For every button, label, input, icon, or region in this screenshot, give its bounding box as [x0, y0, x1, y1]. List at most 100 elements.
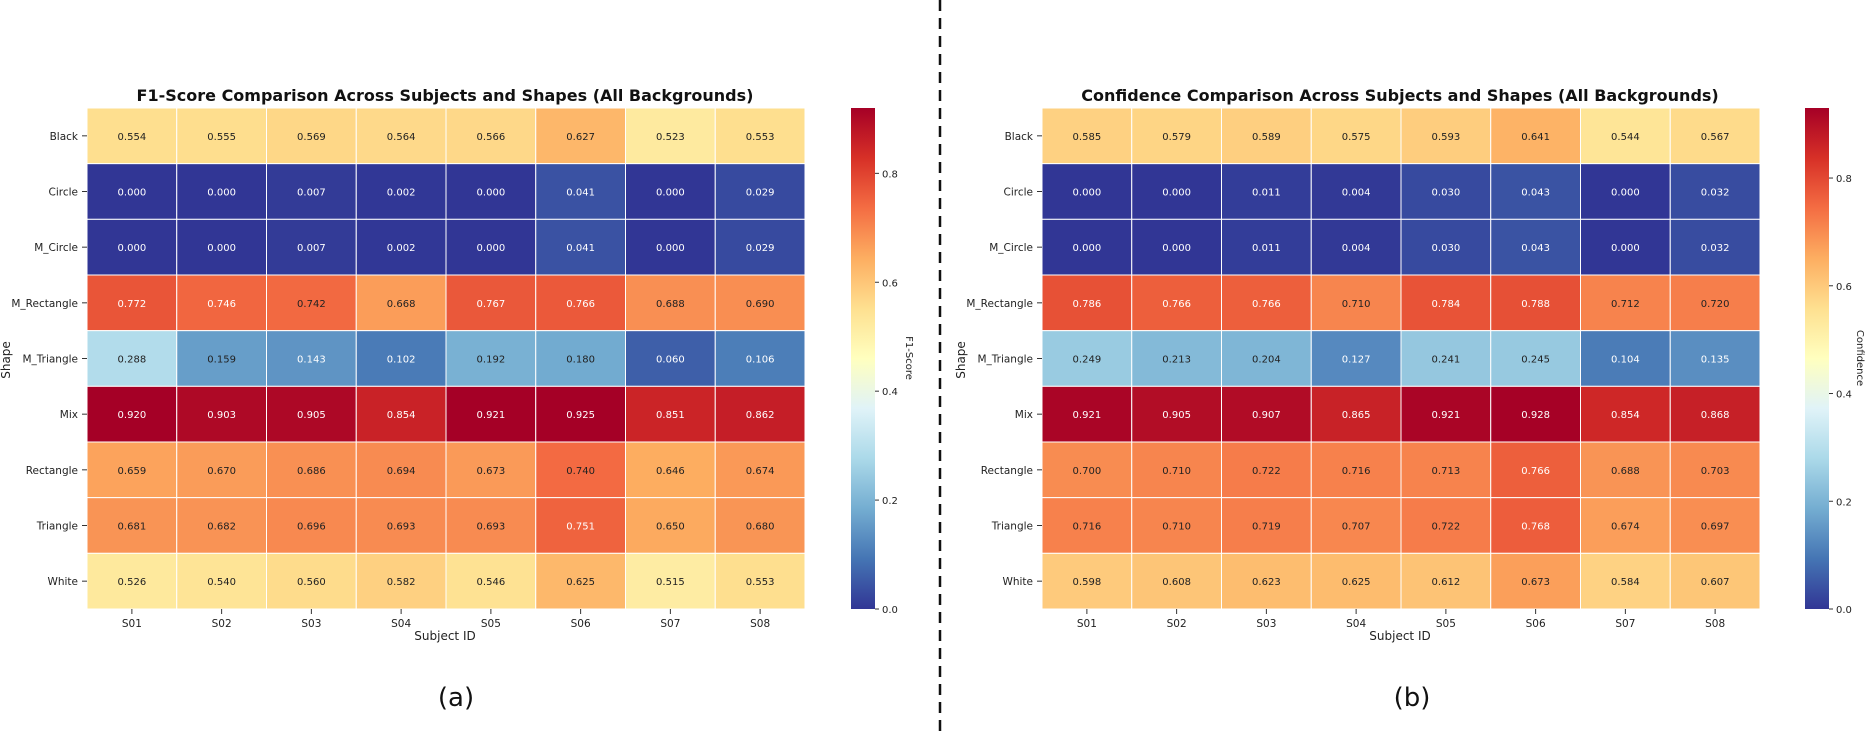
- cell-value-label: 0.674: [1611, 522, 1640, 533]
- cell-value-label: 0.000: [118, 188, 147, 199]
- cell-value-label: 0.004: [1342, 188, 1371, 199]
- cell-value-label: 0.921: [1432, 410, 1461, 421]
- heatmap-cell: [1221, 274, 1312, 332]
- heatmap-cell: [1400, 330, 1492, 387]
- cell-value-label: 0.625: [566, 577, 595, 588]
- heatmap-cell: [1490, 441, 1581, 499]
- heatmap-cell: [625, 552, 716, 610]
- heatmap-cell: [86, 497, 178, 554]
- y-tick-label: Rectangle: [26, 465, 78, 477]
- cell-value-label: 0.905: [297, 410, 326, 421]
- heatmap-cell: [1041, 274, 1133, 332]
- heatmap-cell: [445, 552, 537, 610]
- panel-label: (a): [438, 683, 474, 713]
- cell-value-label: 0.697: [1701, 522, 1730, 533]
- cell-value-label: 0.862: [746, 410, 775, 421]
- cell-value-label: 0.788: [1521, 299, 1550, 310]
- cell-value-label: 0.567: [1701, 132, 1730, 143]
- heatmap-cell: [1490, 163, 1581, 220]
- cell-value-label: 0.784: [1432, 299, 1461, 310]
- heatmap-cell: [1669, 274, 1761, 332]
- heatmap-cell: [1580, 385, 1671, 443]
- heatmap-cell: [1221, 441, 1312, 499]
- cell-value-label: 0.720: [1701, 299, 1730, 310]
- heatmap-cell: [1041, 441, 1133, 499]
- cell-value-label: 0.569: [297, 132, 326, 143]
- x-tick-label: S07: [660, 618, 680, 630]
- y-tick-labels: Black Circle M_Circle M_Rectangle M_Triangle…: [11, 131, 87, 588]
- colorbar-tick-label: 0.8: [1836, 174, 1852, 185]
- heatmap-cell: [266, 218, 357, 276]
- heatmap-cell: [714, 107, 806, 165]
- cell-value-label: 0.000: [1073, 188, 1102, 199]
- heatmap-cell: [445, 274, 537, 332]
- colorbar-tick-label: 0.8: [882, 169, 898, 180]
- cell-value-label: 0.007: [297, 243, 326, 254]
- heatmap-cell: [714, 274, 806, 332]
- cell-value-label: 0.786: [1073, 299, 1102, 310]
- heatmap-cell: [535, 330, 626, 387]
- cell-value-label: 0.646: [656, 466, 685, 477]
- cell-value-label: 0.554: [118, 132, 147, 143]
- x-tick-label: S05: [481, 618, 501, 630]
- cell-value-label: 0.623: [1252, 577, 1281, 588]
- cell-value-label: 0.693: [387, 522, 416, 533]
- heatmap-cell: [1041, 385, 1133, 443]
- heatmap-cell: [176, 218, 267, 276]
- cell-value-label: 0.159: [207, 355, 236, 366]
- y-tick-label: M_Rectangle: [11, 298, 78, 310]
- heatmap-cell: [1310, 552, 1402, 610]
- heatmap-cell: [1131, 552, 1222, 610]
- y-tick-label: M_Circle: [34, 242, 78, 254]
- y-tick-label: Triangle: [36, 521, 78, 533]
- cell-value-label: 0.593: [1432, 132, 1461, 143]
- cell-value-label: 0.670: [207, 466, 236, 477]
- heatmap-cell: [1669, 552, 1761, 610]
- y-tick-label: M_Circle: [989, 242, 1033, 254]
- cell-value-label: 0.921: [1073, 410, 1102, 421]
- heatmap-cell: [535, 552, 626, 610]
- y-tick-label: Triangle: [991, 521, 1033, 533]
- cell-value-label: 0.553: [746, 577, 775, 588]
- cell-value-label: 0.688: [656, 299, 685, 310]
- x-tick-label: S06: [1526, 618, 1546, 630]
- cell-value-label: 0.710: [1162, 466, 1191, 477]
- cell-value-label: 0.854: [1611, 410, 1640, 421]
- cell-value-label: 0.575: [1342, 132, 1371, 143]
- y-tick-label: White: [47, 576, 78, 588]
- heatmap-cell: [714, 385, 806, 443]
- heatmap-cell: [1041, 552, 1133, 610]
- cell-value-label: 0.245: [1521, 355, 1550, 366]
- y-axis-label: Shape: [0, 341, 13, 379]
- cell-value-label: 0.102: [387, 355, 416, 366]
- heatmap-cell: [1221, 552, 1312, 610]
- heatmap-cell: [445, 441, 537, 499]
- cell-value-label: 0.680: [746, 522, 775, 533]
- x-tick-label: S04: [1346, 618, 1366, 630]
- colorbar-tick-label: 0.0: [882, 605, 898, 616]
- heatmap-cell: [1221, 330, 1312, 387]
- cell-value-label: 0.766: [1162, 299, 1191, 310]
- x-tick-label: S03: [1256, 618, 1276, 630]
- cell-value-label: 0.921: [477, 410, 506, 421]
- heatmap-cell: [176, 274, 267, 332]
- heatmap-cell: [266, 274, 357, 332]
- cell-value-label: 0.000: [118, 243, 147, 254]
- x-tick-label: S06: [571, 618, 591, 630]
- x-axis-label: Subject ID: [414, 629, 475, 643]
- cell-value-label: 0.060: [656, 355, 685, 366]
- colorbar-tick-label: 0.4: [882, 387, 898, 398]
- cell-value-label: 0.740: [566, 466, 595, 477]
- cell-value-label: 0.694: [387, 466, 416, 477]
- heatmap-cell: [1310, 441, 1402, 499]
- cell-value-label: 0.000: [1162, 188, 1191, 199]
- cell-value-label: 0.625: [1342, 577, 1371, 588]
- heatmap-cell: [176, 163, 267, 220]
- x-tick-label: S03: [301, 618, 321, 630]
- heatmap-cell: [1310, 163, 1402, 220]
- heatmap-cell: [1131, 163, 1222, 220]
- heatmap-cell: [1580, 218, 1671, 276]
- cell-value-label: 0.693: [477, 522, 506, 533]
- heatmap-cell: [355, 218, 447, 276]
- heatmap-cell: [355, 552, 447, 610]
